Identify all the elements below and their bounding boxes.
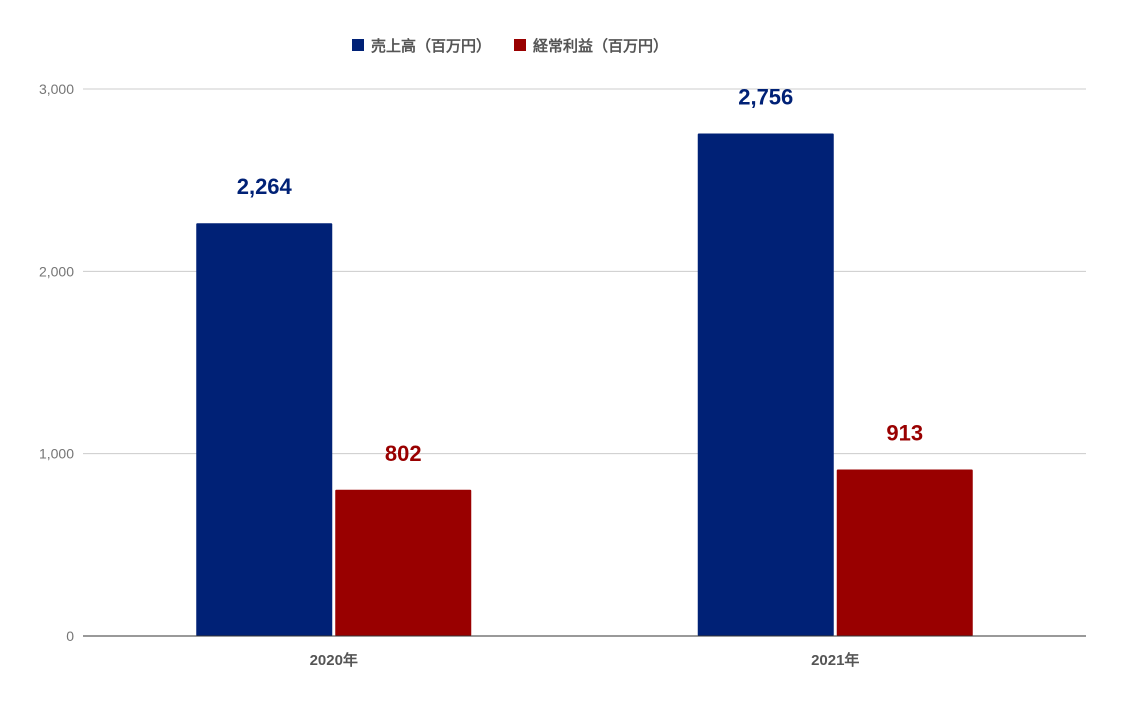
data-label: 2,756 [738, 84, 793, 109]
y-tick-label: 0 [66, 628, 74, 644]
bar-profit-1 [335, 489, 472, 636]
data-labels: 2,264 802 2,756 913 [237, 84, 923, 465]
data-label: 913 [886, 421, 923, 446]
legend-swatch [514, 39, 526, 51]
legend-swatch [352, 39, 364, 51]
y-axis: 0 1,000 2,000 3,000 [39, 81, 74, 644]
data-label: 802 [385, 441, 422, 466]
bars [196, 133, 973, 637]
x-tick-label: 2021年 [811, 651, 859, 669]
bar-sales-2 [697, 133, 834, 637]
x-tick-label: 2020年 [310, 651, 358, 669]
bar-profit-2 [836, 469, 973, 636]
bar-sales-1 [196, 223, 333, 636]
y-tick-label: 3,000 [39, 81, 74, 97]
y-tick-label: 1,000 [39, 446, 74, 462]
legend: 売上高（百万円） 経常利益（百万円） [352, 37, 668, 55]
legend-label: 売上高（百万円） [371, 37, 491, 55]
x-axis: 2020年 2021年 [83, 635, 1086, 669]
legend-label: 経常利益（百万円） [533, 37, 668, 55]
y-tick-label: 2,000 [39, 263, 74, 279]
data-label: 2,264 [237, 174, 293, 199]
